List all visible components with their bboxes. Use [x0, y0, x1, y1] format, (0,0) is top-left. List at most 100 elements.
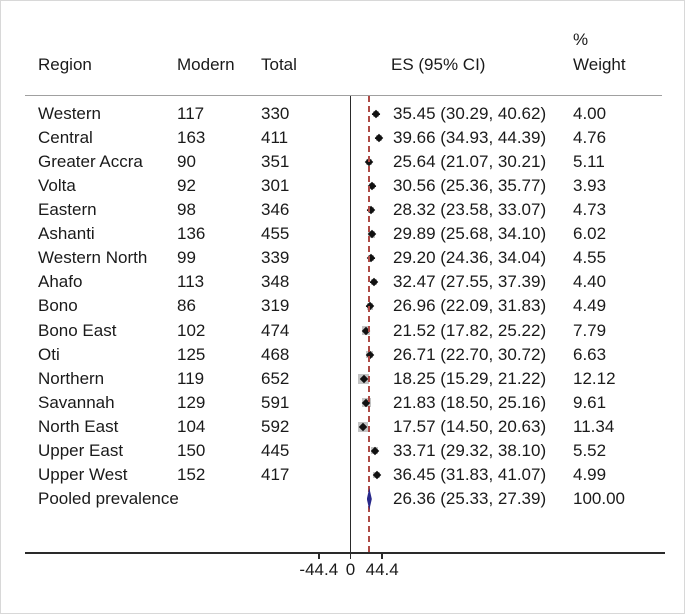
weight-value: 4.76 — [573, 128, 607, 148]
es-ci-value: 33.71 (29.32, 38.10) — [393, 440, 547, 460]
modern-value: 102 — [177, 320, 206, 340]
weight-value: 4.00 — [573, 104, 607, 123]
total-value: 301 — [261, 176, 290, 196]
column-header-modern: Modern — [177, 55, 235, 74]
total-value: 346 — [261, 200, 290, 220]
region-label: Savannah — [38, 392, 115, 412]
axis-tick-label: 44.4 — [365, 560, 399, 579]
total-value: 591 — [261, 392, 290, 412]
total-value: 592 — [261, 416, 290, 436]
region-label: Bono East — [38, 320, 117, 340]
region-label: Western — [38, 104, 101, 123]
weight-value: 3.93 — [573, 176, 607, 196]
axis-tick — [381, 552, 383, 559]
weight-value: 12.12 — [573, 368, 616, 388]
total-value: 348 — [261, 272, 290, 292]
es-ci-value: 29.20 (24.36, 34.04) — [393, 248, 547, 268]
pooled-diamond — [366, 487, 372, 510]
region-label: Ashanti — [38, 224, 95, 244]
column-header-weight: Weight — [573, 55, 626, 74]
modern-value: 163 — [177, 128, 206, 148]
pooled-dashed-line — [368, 96, 371, 552]
total-value: 339 — [261, 248, 290, 268]
region-label: Northern — [38, 368, 105, 388]
weight-value: 5.52 — [573, 440, 607, 460]
axis-tick-label: 0 — [345, 560, 356, 579]
es-ci-value: 32.47 (27.55, 37.39) — [393, 272, 547, 292]
total-value: 411 — [261, 128, 289, 148]
modern-value: 113 — [177, 272, 205, 292]
es-ci-value: 26.71 (22.70, 30.72) — [393, 344, 547, 364]
modern-value: 136 — [177, 224, 206, 244]
es-ci-value: 18.25 (15.29, 21.22) — [393, 368, 547, 388]
es-ci-value: 29.89 (25.68, 34.10) — [393, 224, 547, 244]
region-label: Bono — [38, 296, 78, 316]
x-axis — [25, 552, 665, 554]
weight-value: 100.00 — [573, 488, 625, 508]
weight-value: 6.63 — [573, 344, 607, 364]
es-ci-value: 39.66 (34.93, 44.39) — [393, 128, 547, 148]
modern-value: 117 — [177, 104, 205, 123]
header-rule — [25, 95, 662, 96]
modern-value: 129 — [177, 392, 206, 412]
region-label: Eastern — [38, 200, 97, 220]
es-ci-value: 36.45 (31.83, 41.07) — [393, 464, 547, 484]
zero-line — [349, 96, 352, 552]
es-ci-value: 26.36 (25.33, 27.39) — [393, 488, 547, 508]
weight-value: 5.11 — [573, 152, 605, 172]
es-ci-value: 21.52 (17.82, 25.22) — [393, 320, 547, 340]
modern-value: 98 — [177, 200, 196, 220]
weight-value: 4.49 — [573, 296, 607, 316]
weight-value: 4.55 — [573, 248, 607, 268]
region-label: Volta — [38, 176, 76, 196]
es-ci-value: 21.83 (18.50, 25.16) — [393, 392, 547, 412]
region-label: Central — [38, 128, 93, 148]
weight-value: 9.61 — [573, 392, 607, 412]
modern-value: 92 — [177, 176, 196, 196]
region-label: Upper West — [38, 464, 128, 484]
axis-tick-label: -44.4 — [299, 560, 339, 579]
total-value: 417 — [261, 464, 290, 484]
total-value: 330 — [261, 104, 290, 123]
region-label: North East — [38, 416, 119, 436]
total-value: 445 — [261, 440, 290, 460]
modern-value: 90 — [177, 152, 196, 172]
region-label: Pooled prevalence — [38, 488, 179, 508]
column-header-weight-percent: % — [573, 30, 589, 49]
es-ci-value: 28.32 (23.58, 33.07) — [393, 200, 547, 220]
modern-value: 152 — [177, 464, 206, 484]
weight-value: 4.99 — [573, 464, 607, 484]
total-value: 652 — [261, 368, 290, 388]
modern-value: 119 — [177, 368, 205, 388]
es-ci-value: 25.64 (21.07, 30.21) — [393, 152, 547, 172]
region-label: Oti — [38, 344, 60, 364]
point-marker — [371, 109, 381, 119]
weight-value: 4.73 — [573, 200, 607, 220]
region-label: Greater Accra — [38, 152, 143, 172]
column-header-es-ci: ES (95% CI) — [391, 55, 486, 74]
total-value: 468 — [261, 344, 290, 364]
region-label: Western North — [38, 248, 148, 268]
column-header-total: Total — [261, 55, 297, 74]
axis-tick — [349, 552, 352, 559]
modern-value: 150 — [177, 440, 206, 460]
weight-value: 11.34 — [573, 416, 615, 436]
modern-value: 125 — [177, 344, 206, 364]
modern-value: 104 — [177, 416, 206, 436]
weight-value: 6.02 — [573, 224, 607, 244]
region-label: Ahafo — [38, 272, 83, 292]
column-header-region: Region — [38, 55, 92, 74]
es-ci-value: 35.45 (30.29, 40.62) — [393, 104, 547, 123]
es-ci-value: 30.56 (25.36, 35.77) — [393, 176, 547, 196]
es-ci-value: 26.96 (22.09, 31.83) — [393, 296, 547, 316]
region-label: Upper East — [38, 440, 124, 460]
modern-value: 99 — [177, 248, 196, 268]
modern-value: 86 — [177, 296, 196, 316]
weight-value: 4.40 — [573, 272, 607, 292]
total-value: 319 — [261, 296, 290, 316]
weight-value: 7.79 — [573, 320, 607, 340]
total-value: 474 — [261, 320, 290, 340]
total-value: 455 — [261, 224, 290, 244]
